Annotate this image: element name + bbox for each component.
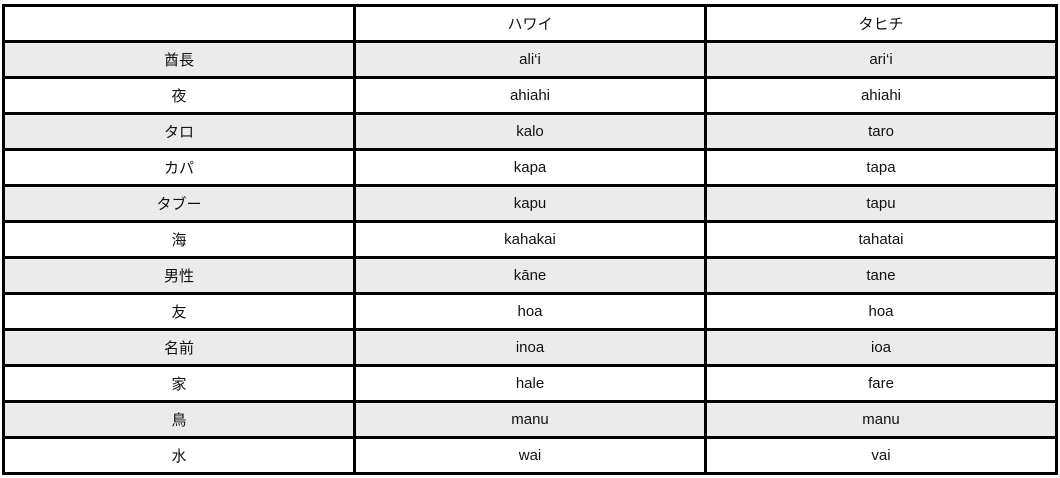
table-cell: 夜 xyxy=(2,76,356,115)
table-row: 名前 inoa ioa xyxy=(2,328,1058,367)
table-cell: 名前 xyxy=(2,328,356,367)
table-row: 友 hoa hoa xyxy=(2,292,1058,331)
table-cell: hoa xyxy=(353,292,707,331)
table-cell: tapa xyxy=(704,148,1058,187)
table-cell: wai xyxy=(353,436,707,475)
table-cell: タブー xyxy=(2,184,356,223)
table-cell: inoa xyxy=(353,328,707,367)
table-cell: 家 xyxy=(2,364,356,403)
table-cell: カパ xyxy=(2,148,356,187)
table-cell: manu xyxy=(353,400,707,439)
table-row: 夜 ahiahi ahiahi xyxy=(2,76,1058,115)
table-cell: kapu xyxy=(353,184,707,223)
header-cell: タヒチ xyxy=(704,4,1058,43)
table-row: 海 kahakai tahatai xyxy=(2,220,1058,259)
table-cell: ari‘i xyxy=(704,40,1058,79)
word-comparison-table: ハワイ タヒチ 酋長 ali‘i ari‘i 夜 ahiahi ahiahi タロ kalo t… xyxy=(2,4,1058,475)
header-row: ハワイ タヒチ xyxy=(2,4,1058,43)
table-cell: タロ xyxy=(2,112,356,151)
table-row: 男性 kāne tane xyxy=(2,256,1058,295)
table-cell: 水 xyxy=(2,436,356,475)
table-cell: hoa xyxy=(704,292,1058,331)
table-row: タロ kalo taro xyxy=(2,112,1058,151)
table-row: 家 hale fare xyxy=(2,364,1058,403)
table-cell: tahatai xyxy=(704,220,1058,259)
table-cell: 酋長 xyxy=(2,40,356,79)
table-cell: tane xyxy=(704,256,1058,295)
table-cell: 海 xyxy=(2,220,356,259)
table-cell: kahakai xyxy=(353,220,707,259)
header-cell: ハワイ xyxy=(353,4,707,43)
table-row: 酋長 ali‘i ari‘i xyxy=(2,40,1058,79)
table-cell: hale xyxy=(353,364,707,403)
table-cell: 男性 xyxy=(2,256,356,295)
table-cell: vai xyxy=(704,436,1058,475)
table-cell: ali‘i xyxy=(353,40,707,79)
table-cell: 友 xyxy=(2,292,356,331)
table-cell: fare xyxy=(704,364,1058,403)
table-cell: kapa xyxy=(353,148,707,187)
table-cell: manu xyxy=(704,400,1058,439)
table-cell: ahiahi xyxy=(353,76,707,115)
table-cell: kāne xyxy=(353,256,707,295)
table-cell: taro xyxy=(704,112,1058,151)
table-row: カパ kapa tapa xyxy=(2,148,1058,187)
table-cell: kalo xyxy=(353,112,707,151)
header-cell xyxy=(2,4,356,43)
table-cell: tapu xyxy=(704,184,1058,223)
table-row: タブー kapu tapu xyxy=(2,184,1058,223)
table-row: 鳥 manu manu xyxy=(2,400,1058,439)
table-row: 水 wai vai xyxy=(2,436,1058,475)
table-cell: ahiahi xyxy=(704,76,1058,115)
table-cell: 鳥 xyxy=(2,400,356,439)
table-cell: ioa xyxy=(704,328,1058,367)
